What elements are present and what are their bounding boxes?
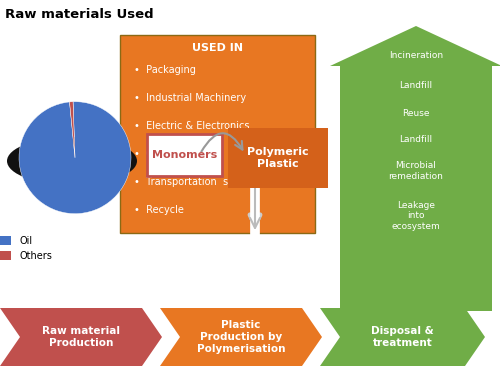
Polygon shape: [160, 308, 322, 366]
Text: •  Industrial Machinery: • Industrial Machinery: [134, 93, 246, 103]
Text: •  Recycle: • Recycle: [134, 205, 184, 215]
Wedge shape: [19, 102, 131, 214]
Text: Disposal &
treatment: Disposal & treatment: [371, 326, 434, 348]
Wedge shape: [70, 102, 75, 158]
Text: Raw materials Used: Raw materials Used: [5, 8, 154, 21]
Text: Reuse: Reuse: [402, 108, 430, 118]
Text: Landfill: Landfill: [400, 82, 432, 91]
Polygon shape: [0, 308, 162, 366]
Text: Monomers: Monomers: [152, 150, 217, 160]
FancyBboxPatch shape: [147, 134, 222, 176]
FancyBboxPatch shape: [228, 128, 328, 188]
Text: Incineration: Incineration: [389, 52, 443, 60]
Text: Landfill: Landfill: [400, 135, 432, 144]
Text: Leakage
into
ecosystem: Leakage into ecosystem: [392, 201, 440, 231]
Text: •  Electric & Electronics: • Electric & Electronics: [134, 121, 250, 131]
FancyArrowPatch shape: [202, 133, 242, 152]
Legend: Oil, Others: Oil, Others: [0, 232, 56, 265]
Text: Microbial
remediation: Microbial remediation: [388, 161, 444, 181]
Text: Plastic
Production by
Polymerisation: Plastic Production by Polymerisation: [197, 321, 285, 354]
Text: Polymeric
Plastic: Polymeric Plastic: [247, 147, 309, 169]
Ellipse shape: [7, 137, 137, 185]
Polygon shape: [320, 308, 485, 366]
FancyBboxPatch shape: [120, 35, 315, 233]
Text: •  Packaging: • Packaging: [134, 65, 196, 75]
Text: + Added
Chemicals: + Added Chemicals: [42, 150, 102, 172]
Text: •  Cosumer Goods: • Cosumer Goods: [134, 149, 223, 159]
Polygon shape: [330, 26, 500, 311]
Text: •  Transportation  sector: • Transportation sector: [134, 177, 254, 187]
Text: USED IN: USED IN: [192, 43, 243, 53]
Text: Raw material
Production: Raw material Production: [42, 326, 120, 348]
